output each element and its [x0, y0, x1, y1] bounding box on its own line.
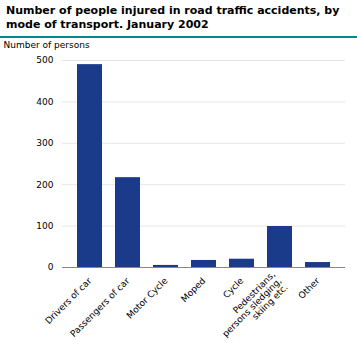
svg-text:300: 300	[36, 138, 53, 148]
svg-text:Other: Other	[296, 276, 321, 301]
svg-text:Number of persons: Number of persons	[4, 40, 90, 50]
svg-text:0: 0	[48, 262, 54, 272]
svg-text:Moped: Moped	[179, 276, 207, 304]
svg-text:Pedestrians,persons sledging,s: Pedestrians,persons sledging,skiing etc.	[214, 269, 290, 345]
svg-text:400: 400	[36, 97, 53, 107]
svg-text:Cycle: Cycle	[221, 275, 246, 301]
svg-text:Passengers of car: Passengers of car	[68, 275, 131, 338]
html-text:mode of transport. January 200: mode of transport. January 2002	[6, 18, 209, 31]
svg-text:200: 200	[36, 180, 53, 190]
svg-text:100: 100	[36, 221, 53, 231]
html-text:Number of people injured in ro: Number of people injured in road traffic…	[6, 4, 340, 17]
svg-text:Drivers of car: Drivers of car	[43, 275, 94, 326]
svg-text:500: 500	[36, 55, 53, 65]
svg-text:Motor Cycle: Motor Cycle	[125, 275, 170, 320]
